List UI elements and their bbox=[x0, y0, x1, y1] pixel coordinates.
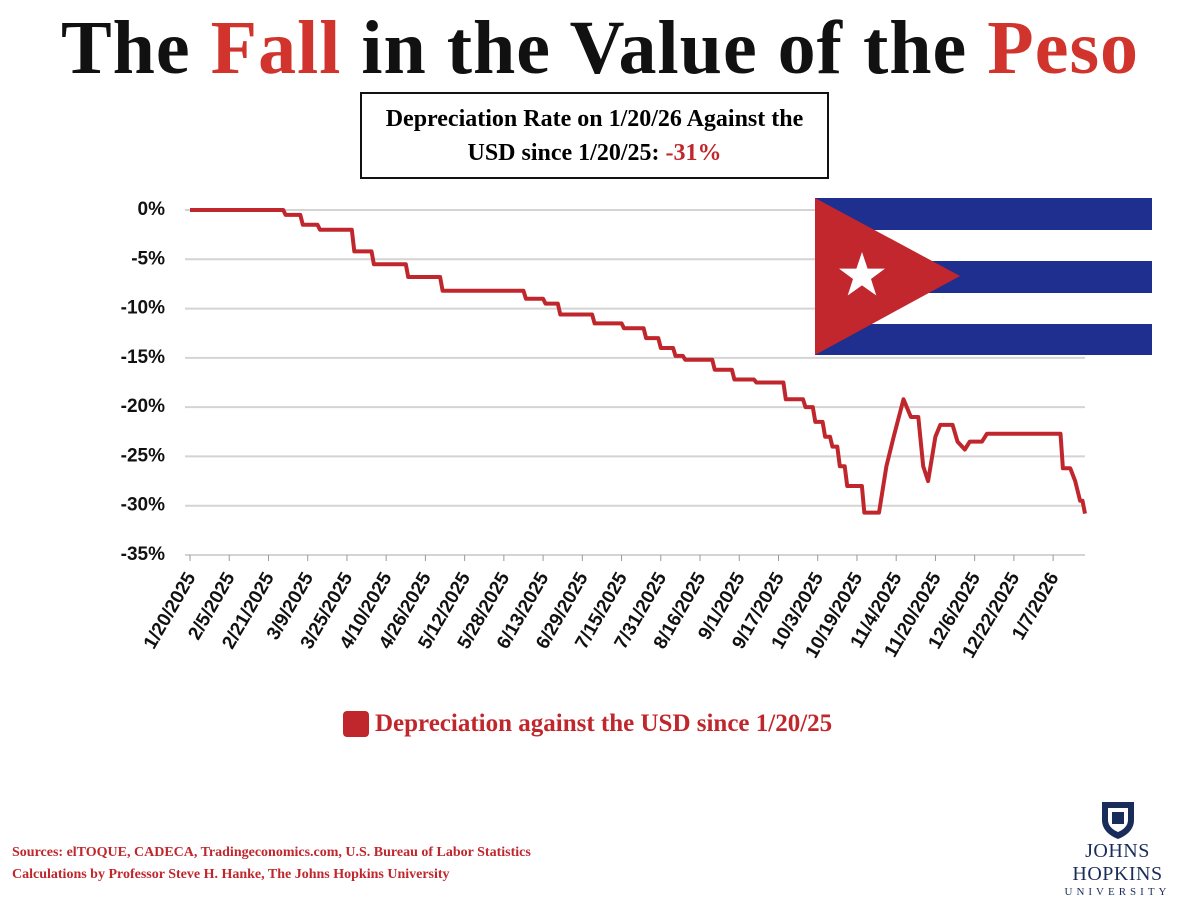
flag-triangle bbox=[815, 198, 960, 355]
sources: Sources: elTOQUE, CADECA, Tradingeconomi… bbox=[12, 842, 531, 886]
legend: Depreciation against the USD since 1/20/… bbox=[343, 710, 832, 738]
line bbox=[190, 208, 1087, 515]
y-tick-label: 0% bbox=[138, 199, 166, 220]
title-part: Fall bbox=[210, 6, 342, 90]
flag bbox=[815, 198, 1152, 355]
y-tick-label: -30% bbox=[121, 495, 165, 516]
annotation-box: Depreciation Rate on 1/20/26 Against the… bbox=[360, 92, 829, 179]
annotation: Depreciation Rate on 1/20/26 Against the… bbox=[385, 106, 804, 166]
title-part: in the Value of the bbox=[361, 6, 968, 90]
y-tick-label: -20% bbox=[121, 396, 165, 417]
legend-label: Depreciation against the USD since 1/20/… bbox=[375, 710, 833, 737]
logo: JOHNS HOPKINS UNIVERSITY bbox=[1040, 800, 1195, 898]
flag-star bbox=[839, 252, 885, 296]
logo-name: JOHNS HOPKINS bbox=[1072, 840, 1163, 885]
flag-stripe bbox=[815, 324, 1152, 355]
source-line: Sources: elTOQUE, CADECA, Tradingeconomi… bbox=[12, 845, 531, 860]
title-part: Peso bbox=[987, 6, 1140, 90]
y-tick-label: -15% bbox=[121, 347, 165, 368]
flag-stripe bbox=[815, 198, 1152, 230]
chart-title: The Fall in the Value of the Peso bbox=[0, 0, 1200, 96]
logo-shield bbox=[1102, 802, 1134, 839]
title-part: The bbox=[60, 6, 191, 90]
x-tick-label: 1/20/2025 bbox=[140, 569, 201, 653]
source-line: Calculations by Professor Steve H. Hanke… bbox=[12, 867, 450, 882]
annotation-value: -31% bbox=[665, 140, 722, 166]
y-tick-label: -35% bbox=[121, 544, 165, 565]
y-tick-label: -5% bbox=[131, 248, 165, 269]
y-tick-label: -10% bbox=[121, 298, 165, 319]
y-tick-label: -25% bbox=[121, 445, 165, 466]
legend-swatch bbox=[343, 711, 369, 737]
